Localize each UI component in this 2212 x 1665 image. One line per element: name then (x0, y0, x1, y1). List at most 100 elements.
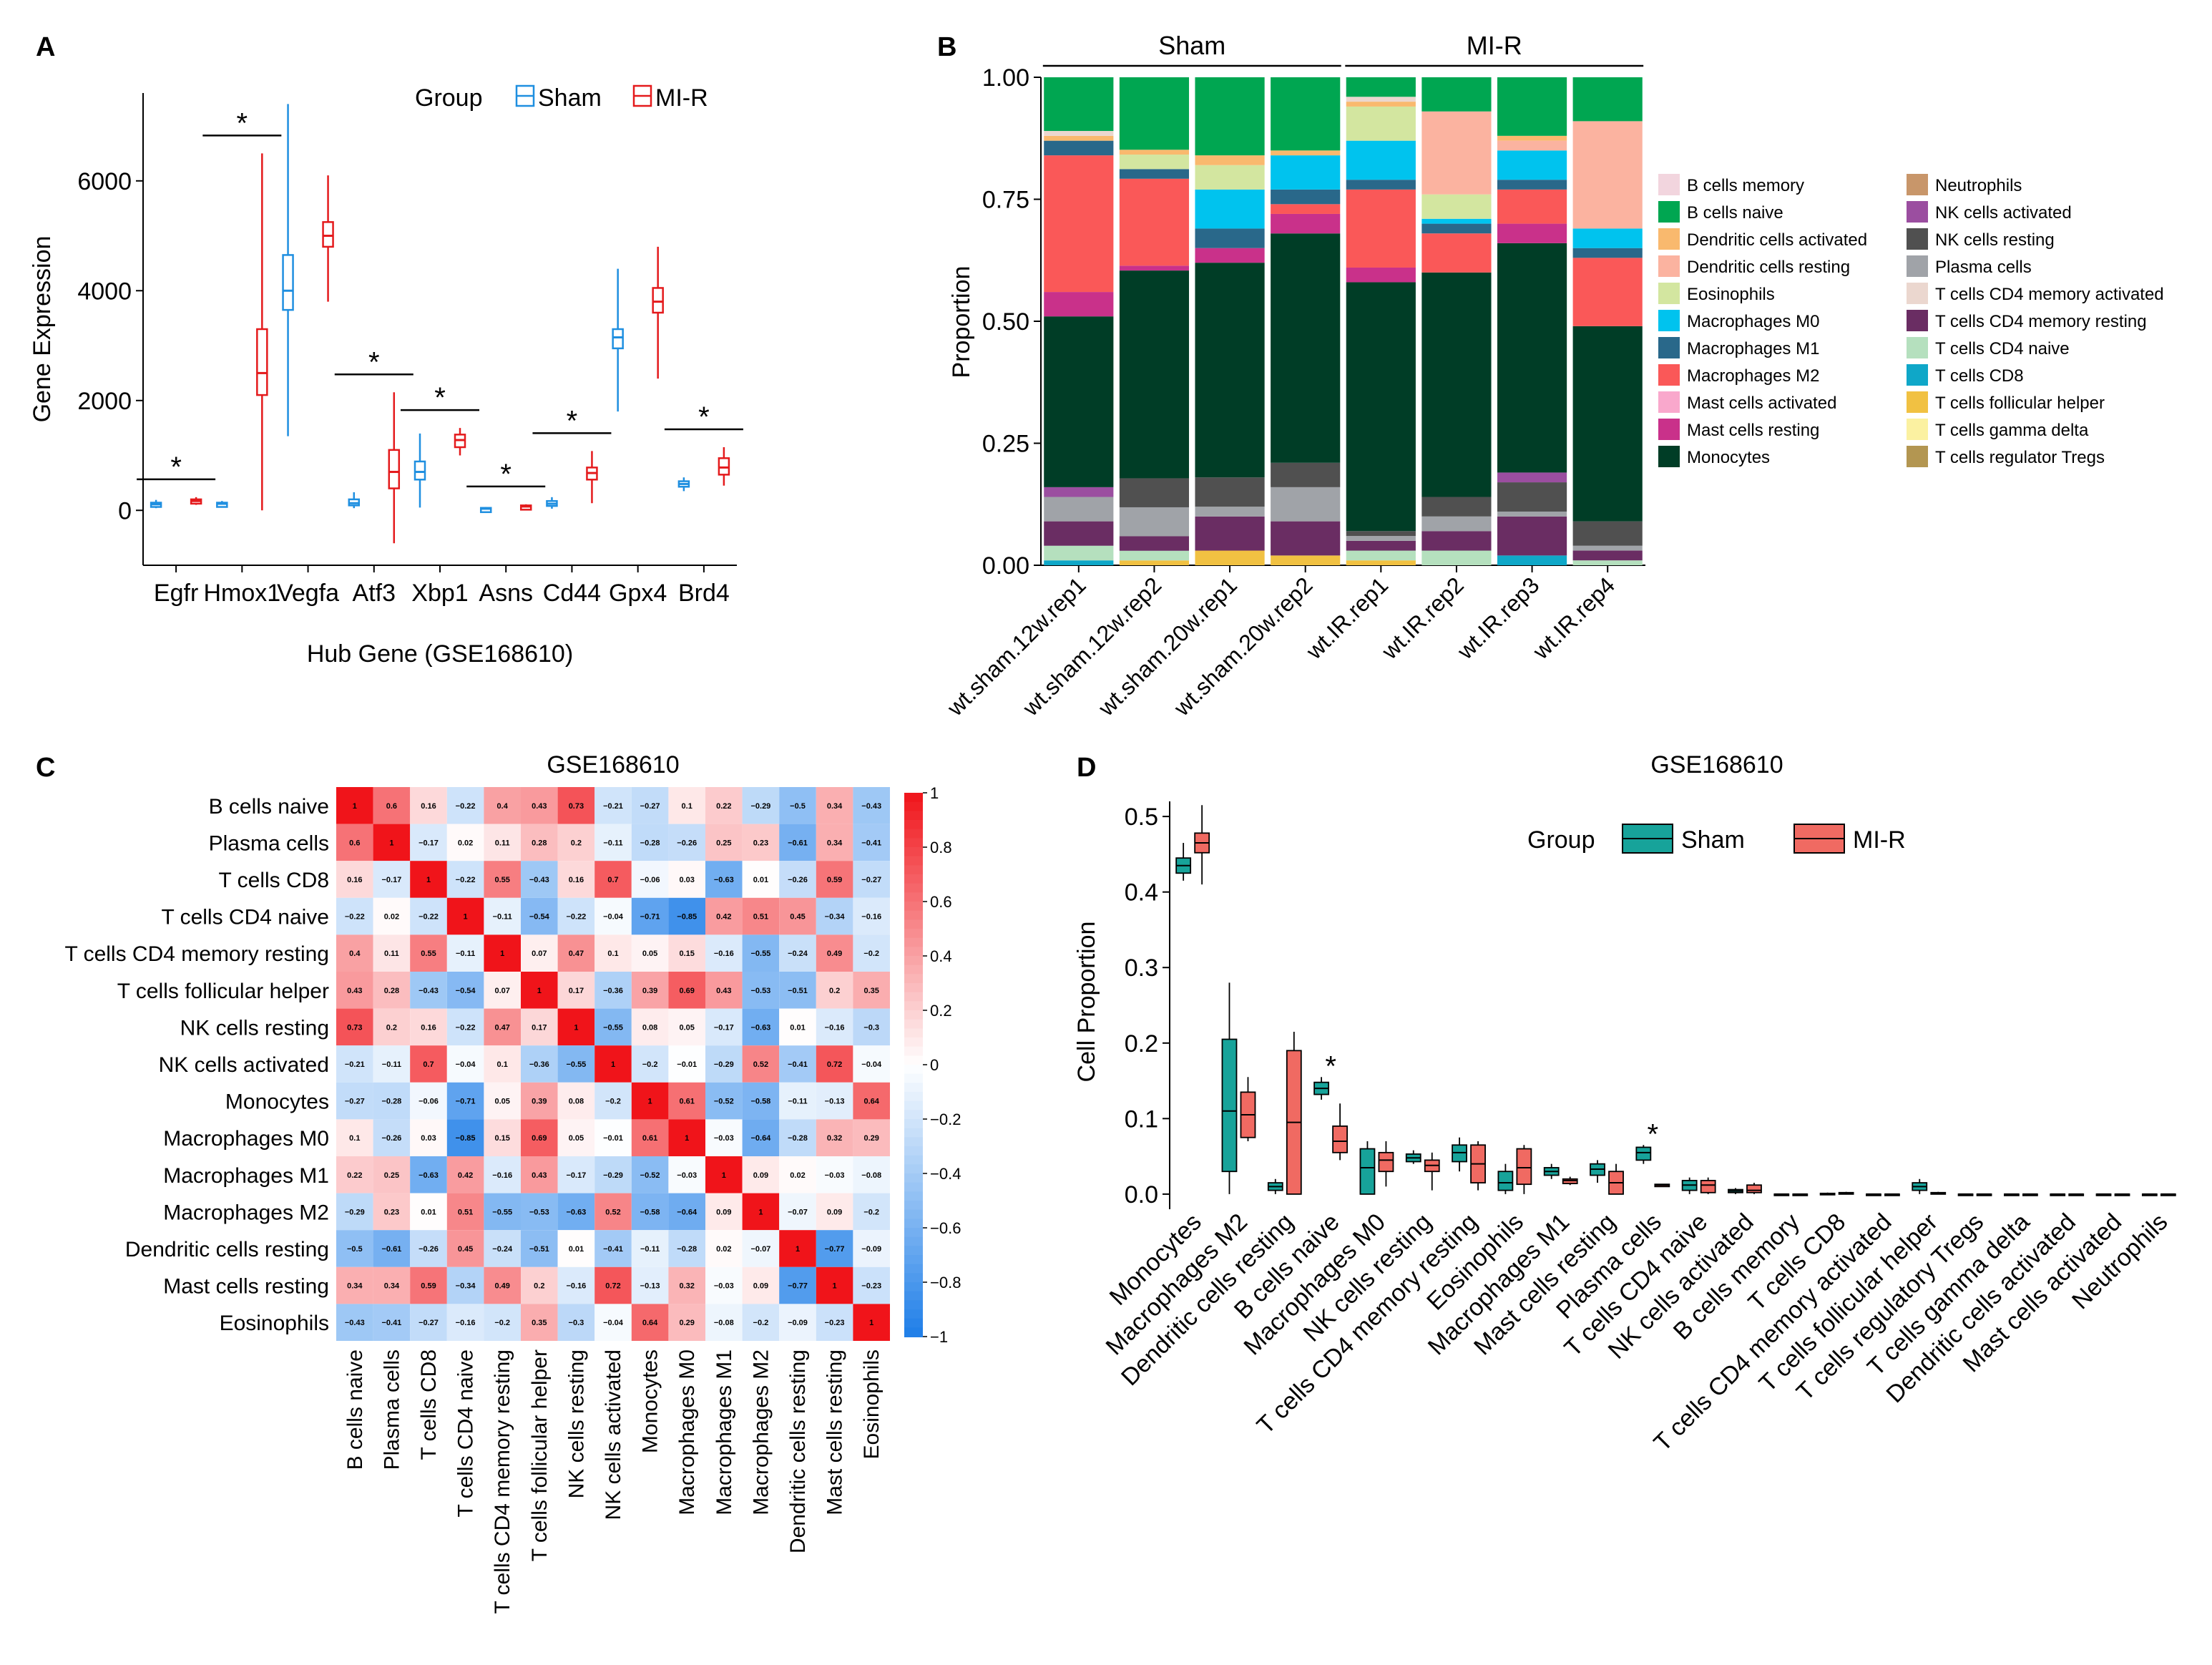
c-heat-cell (557, 972, 595, 1009)
c-heat-cell (853, 1045, 890, 1083)
c-cell-value: −0.21 (345, 1060, 365, 1069)
c-row-label: B cells naive (209, 795, 329, 819)
c-cell-value: 0.17 (569, 987, 584, 995)
d-ytick-label: 0.0 (1125, 1181, 1158, 1209)
d-box (1635, 1146, 1652, 1161)
c-colorbar-segment (904, 1273, 923, 1283)
c-heat-cell (336, 1156, 373, 1193)
c-heat-cell (779, 787, 816, 824)
c-heat-cell (521, 897, 558, 935)
c-heat-cell (631, 1119, 669, 1156)
c-heat-cell (410, 1193, 447, 1231)
c-row-label: T cells CD4 memory resting (64, 942, 329, 966)
b-bar-segment (1497, 189, 1567, 224)
c-cell-value: 0.39 (532, 1098, 547, 1106)
c-cell-value: 0.43 (532, 802, 547, 811)
c-colorbar-segment (904, 1309, 923, 1319)
c-heat-cell (410, 1266, 447, 1304)
b-bar-segment (1497, 77, 1567, 136)
b-bar-segment (1044, 560, 1114, 565)
b-xtick-label: wt.sham.12w.rep1 (941, 572, 1091, 721)
b-legend-swatch (1658, 446, 1680, 467)
c-heat-cell (742, 787, 780, 824)
c-cell-value: 0.28 (384, 987, 399, 995)
c-heat-cell (631, 972, 669, 1009)
b-bar-segment (1195, 263, 1265, 478)
c-cell-value: −0.06 (419, 1098, 439, 1106)
c-cell-value: 0.09 (753, 1171, 768, 1180)
c-cell-value: 0.16 (569, 876, 584, 884)
a-sig-star: * (434, 382, 446, 414)
a-ytick-label: 2000 (77, 388, 132, 415)
c-cell-value: 0.52 (605, 1208, 620, 1216)
b-legend-swatch (1907, 446, 1928, 467)
c-heat-cell (779, 1082, 816, 1120)
c-cell-value: 0.35 (532, 1319, 547, 1327)
c-cell-value: −0.58 (640, 1208, 660, 1216)
c-cell-value: −0.16 (861, 913, 881, 922)
a-ytick-label: 6000 (77, 168, 132, 195)
a-ylabel: Gene Expression (29, 236, 56, 423)
c-colorbar-segment (904, 892, 923, 902)
b-legend-label: Dendritic cells activated (1687, 230, 1867, 250)
c-row-label: Macrophages M1 (163, 1164, 329, 1188)
c-heat-cell (705, 1082, 743, 1120)
c-heat-cell (779, 1304, 816, 1341)
c-heat-cell (742, 897, 780, 935)
b-bar-segment (1497, 223, 1567, 243)
c-cell-value: 0.43 (347, 987, 362, 995)
b-bar-segment (1271, 204, 1341, 214)
c-heat-cell (853, 934, 890, 972)
b-bar-segment (1346, 189, 1416, 268)
c-cell-value: −0.63 (750, 1023, 770, 1032)
c-cell-value: 0.2 (534, 1282, 544, 1291)
c-cell-value: 0.45 (458, 1245, 473, 1254)
c-cell-value: 0.02 (790, 1171, 805, 1180)
d-legend-title: Group (1527, 826, 1595, 854)
c-cell-value: −0.41 (788, 1060, 808, 1069)
b-bar-segment (1119, 155, 1190, 170)
c-cell-value: −0.24 (492, 1245, 513, 1254)
c-cell-value: 0.47 (494, 1023, 509, 1032)
c-cell-value: −0.71 (456, 1098, 476, 1106)
c-heat-cell (484, 787, 521, 824)
b-bar-segment (1119, 169, 1190, 179)
c-heat-cell (853, 1230, 890, 1267)
c-cell-value: −0.61 (381, 1245, 401, 1254)
c-cell-value: 1 (796, 1245, 800, 1254)
c-colorbar-segment (904, 820, 923, 830)
c-heat-cell (521, 1156, 558, 1193)
c-heat-cell (668, 1082, 705, 1120)
c-heat-cell (484, 1304, 521, 1341)
c-cell-value: 0.42 (458, 1171, 473, 1180)
c-cell-value: −0.08 (714, 1319, 734, 1327)
c-cell-value: 1 (500, 949, 504, 958)
c-cell-value: −0.52 (714, 1098, 734, 1106)
c-heat-cell (410, 1156, 447, 1193)
c-cell-value: 0.28 (532, 839, 547, 847)
c-heat-cell (410, 1230, 447, 1267)
c-cell-value: 0.6 (349, 839, 360, 847)
b-bar-segment (1421, 233, 1492, 273)
c-cell-value: 0.07 (494, 987, 509, 995)
c-colorbar-segment (904, 847, 923, 857)
b-xtick-label: wt.IR.rep3 (1452, 572, 1544, 664)
c-cell-value: −0.51 (788, 987, 808, 995)
d-ytick-label: 0.1 (1125, 1105, 1158, 1133)
c-heat-cell (816, 1045, 853, 1083)
c-heat-cell (668, 861, 705, 898)
c-cell-value: 0.05 (494, 1098, 509, 1106)
b-bar-segment (1119, 550, 1190, 561)
c-heat-cell (336, 861, 373, 898)
b-bar-segment (1572, 560, 1643, 565)
c-heat-cell (521, 1119, 558, 1156)
c-heat-cell (816, 1266, 853, 1304)
c-cell-value: −0.22 (456, 876, 476, 884)
b-bar-segment (1271, 150, 1341, 156)
b-bar-segment (1044, 135, 1114, 141)
c-cell-value: −0.16 (566, 1282, 586, 1291)
c-cell-value: 1 (389, 839, 393, 847)
b-bar-segment (1044, 155, 1114, 293)
b-bar-segment (1271, 487, 1341, 522)
